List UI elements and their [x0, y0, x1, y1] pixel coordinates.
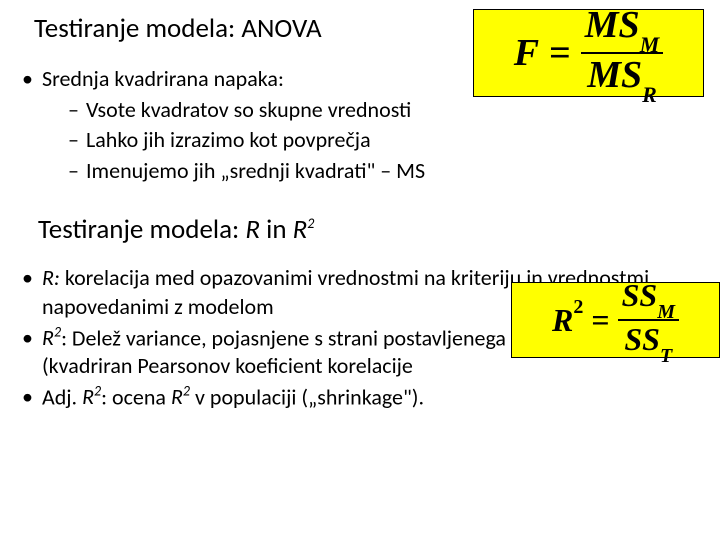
num-sub: M — [657, 301, 675, 323]
den-sub: R — [642, 82, 657, 107]
lhs: F — [514, 31, 539, 75]
r2-label: R2 — [171, 383, 190, 410]
fraction: SSM SST — [618, 277, 679, 364]
bullet-text: Srednja kvadrirana napaka: — [42, 65, 284, 92]
r2-base: R — [171, 383, 183, 410]
list-item: Adj. R2: ocena R2 v populaciji („shrinka… — [22, 383, 720, 412]
r2-base: R — [293, 213, 308, 246]
den-sub: T — [660, 345, 672, 367]
slide: Testiranje modela: ANOVA Srednja kvadrir… — [0, 0, 720, 540]
den-base: MS — [587, 54, 642, 96]
heading-r-r2: Testiranje modela: R in R2 — [0, 213, 720, 246]
list-item: Lahko jih izrazimo kot povprečja — [68, 126, 720, 155]
num-base: MS — [585, 4, 640, 46]
lhs-base: R — [552, 302, 573, 338]
equation: F = MSM MSR — [514, 4, 664, 101]
r2-sup: 2 — [183, 383, 190, 400]
numerator: SSM — [618, 277, 679, 319]
equals: = — [591, 302, 609, 339]
formula-f-statistic: F = MSM MSR — [473, 9, 704, 97]
r2-sup: 2 — [54, 324, 61, 341]
lhs: R2 — [552, 302, 583, 339]
heading-prefix: Testiranje modela: — [38, 213, 245, 246]
end-text: v populaciji („shrinkage"). — [190, 383, 424, 410]
fraction: MSM MSR — [581, 4, 663, 101]
heading-in: in — [260, 213, 293, 246]
r2-sup: 2 — [307, 215, 314, 232]
sub-list: Vsote kvadratov so skupne vrednosti Lahk… — [42, 96, 720, 186]
den-base: SS — [624, 321, 660, 357]
heading-r2: R2 — [293, 213, 315, 246]
denominator: MSR — [583, 54, 661, 102]
num-sub: M — [640, 32, 660, 57]
num-base: SS — [622, 277, 658, 313]
r2-base: R — [82, 383, 94, 410]
denominator: SST — [620, 321, 676, 363]
equation: R2 = SSM SST — [552, 277, 679, 364]
adj-prefix: Adj. — [42, 383, 82, 410]
numerator: MSM — [581, 4, 663, 52]
formula-r-squared: R2 = SSM SST — [511, 282, 720, 358]
r-label: R: — [42, 264, 60, 291]
r2-label: R2 — [82, 383, 101, 410]
equals: = — [549, 31, 571, 75]
r2-base: R — [42, 324, 54, 351]
lhs-sup: 2 — [573, 296, 583, 318]
r2-label: R2 — [42, 324, 61, 351]
list-item: Imenujemo jih „srednji kvadrati" – MS — [68, 157, 720, 186]
heading-r: R — [245, 213, 260, 246]
mid-text: : ocena — [101, 383, 171, 410]
